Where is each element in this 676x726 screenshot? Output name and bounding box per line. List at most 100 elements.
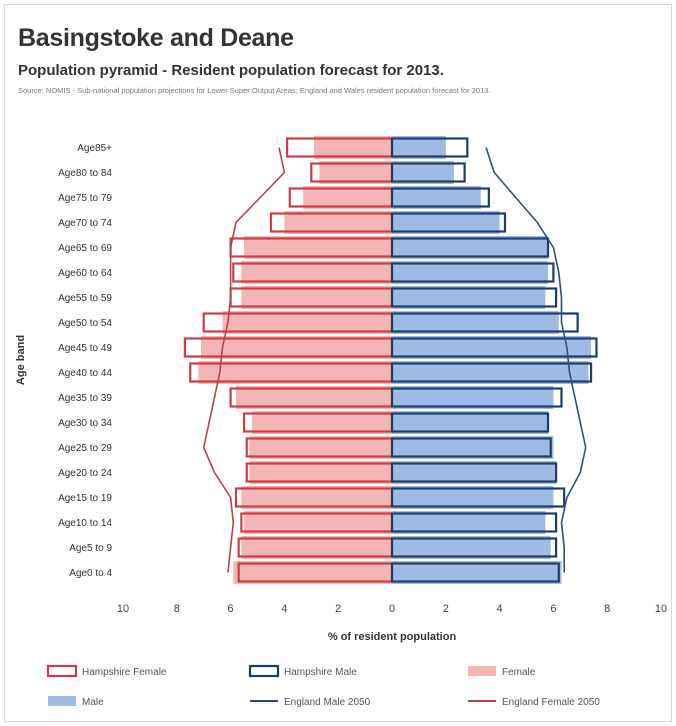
x-tick-label: 4 <box>281 603 287 615</box>
y-tick-label: Age85+ <box>77 143 112 154</box>
y-tick-label: Age20 to 24 <box>58 468 112 479</box>
bar-right-6 <box>392 411 549 434</box>
bar-left-9 <box>201 336 392 359</box>
bar-left-11 <box>241 286 392 309</box>
bar-left-1 <box>241 536 392 559</box>
bar-left-10 <box>222 311 392 334</box>
x-tick-label: 10 <box>655 603 667 615</box>
y-tick-label: Age25 to 29 <box>58 443 112 454</box>
bar-left-12 <box>241 261 392 284</box>
legend-swatch-filled <box>48 696 76 706</box>
x-tick-label: 8 <box>174 603 180 615</box>
outline-bar-right-13 <box>390 237 550 258</box>
y-tick-label: Age50 to 54 <box>58 318 112 329</box>
chart-title: Basingstoke and Deane <box>18 24 294 52</box>
outline-bar-right-8 <box>390 362 593 383</box>
outline-bar-right-10 <box>390 312 579 333</box>
x-tick-label: 8 <box>604 603 610 615</box>
bar-right-16 <box>392 161 454 184</box>
bar-left-2 <box>244 511 392 534</box>
outline-bar-right-11 <box>390 287 558 308</box>
source-note: Source: NOMIS - Sub-national population … <box>18 86 491 95</box>
x-tick-label: 0 <box>389 603 395 615</box>
bar-right-14 <box>392 211 500 234</box>
outline-bar-right-5 <box>390 437 552 458</box>
bar-right-1 <box>392 536 551 559</box>
legend-label: Hampshire Female <box>82 667 167 678</box>
outline-bar-right-6 <box>390 412 550 433</box>
y-tick-label: Age55 to 59 <box>58 293 112 304</box>
bar-left-0 <box>233 561 392 584</box>
outline-bar-right-7 <box>390 387 563 408</box>
y-tick-label: Age5 to 9 <box>69 543 112 554</box>
chart-subtitle: Population pyramid - Resident population… <box>18 62 444 79</box>
bar-right-9 <box>392 336 592 359</box>
outline-bar-right-3 <box>390 487 566 508</box>
y-tick-label: Age75 to 79 <box>58 193 112 204</box>
bar-right-10 <box>392 311 559 334</box>
y-axis-title: Age band <box>15 335 27 385</box>
bar-left-16 <box>319 161 392 184</box>
x-tick-label: 10 <box>117 603 129 615</box>
y-tick-label: Age65 to 69 <box>58 243 112 254</box>
bar-right-3 <box>392 486 554 509</box>
x-tick-label: 4 <box>497 603 503 615</box>
x-tick-label: 2 <box>443 603 449 615</box>
y-tick-label: Age30 to 34 <box>58 418 112 429</box>
y-tick-label: Age70 to 74 <box>58 218 112 229</box>
bar-left-7 <box>235 386 392 409</box>
outline-bar-right-17 <box>390 137 469 158</box>
y-tick-label: Age15 to 19 <box>58 493 112 504</box>
bar-left-5 <box>249 436 392 459</box>
bar-right-12 <box>392 261 549 284</box>
bar-left-4 <box>249 461 392 484</box>
bar-right-7 <box>392 386 554 409</box>
legend-label: Female <box>502 667 536 678</box>
bar-left-17 <box>313 136 392 159</box>
y-tick-label: Age60 to 64 <box>58 268 112 279</box>
x-tick-label: 6 <box>550 603 556 615</box>
legend-swatch-outline <box>46 664 78 678</box>
bar-right-2 <box>392 511 546 534</box>
legend-label: Male <box>82 697 104 708</box>
outline-bar-right-1 <box>390 537 558 558</box>
bar-right-15 <box>392 186 481 209</box>
legend-label: England Female 2050 <box>502 697 600 708</box>
bar-right-11 <box>392 286 546 309</box>
outline-bar-right-15 <box>390 187 490 208</box>
legend-label: Hampshire Male <box>284 667 357 678</box>
outline-bar-right-16 <box>390 162 466 183</box>
outline-bar-right-14 <box>390 212 507 233</box>
bar-left-3 <box>241 486 392 509</box>
bar-right-4 <box>392 461 557 484</box>
bar-left-15 <box>303 186 392 209</box>
bar-left-14 <box>284 211 392 234</box>
outline-bar-right-9 <box>390 337 598 358</box>
x-axis-title: % of resident population <box>328 631 457 643</box>
legend-swatch-filled <box>468 666 496 676</box>
outline-bar-right-12 <box>390 262 555 283</box>
bar-left-8 <box>198 361 392 384</box>
bar-left-6 <box>252 411 392 434</box>
bar-left-13 <box>244 236 392 259</box>
x-tick-label: 6 <box>228 603 234 615</box>
legend-label: England Male 2050 <box>284 697 371 708</box>
y-tick-label: Age35 to 39 <box>58 393 112 404</box>
y-tick-label: Age10 to 14 <box>58 518 112 529</box>
y-tick-label: Age45 to 49 <box>58 343 112 354</box>
bar-right-8 <box>392 361 589 384</box>
bar-right-0 <box>392 561 562 584</box>
projection-line-right <box>485 147 587 573</box>
projection-line-left <box>202 147 286 573</box>
bar-right-5 <box>392 436 554 459</box>
legend-swatch-outline <box>248 664 280 678</box>
outline-bar-right-2 <box>390 512 558 533</box>
outline-bar-right-0 <box>390 562 560 583</box>
bar-right-13 <box>392 236 549 259</box>
y-tick-label: Age0 to 4 <box>69 568 112 579</box>
bar-right-17 <box>392 136 446 159</box>
x-tick-label: 2 <box>335 603 341 615</box>
y-tick-label: Age80 to 84 <box>58 168 112 179</box>
y-tick-label: Age40 to 44 <box>58 368 112 379</box>
